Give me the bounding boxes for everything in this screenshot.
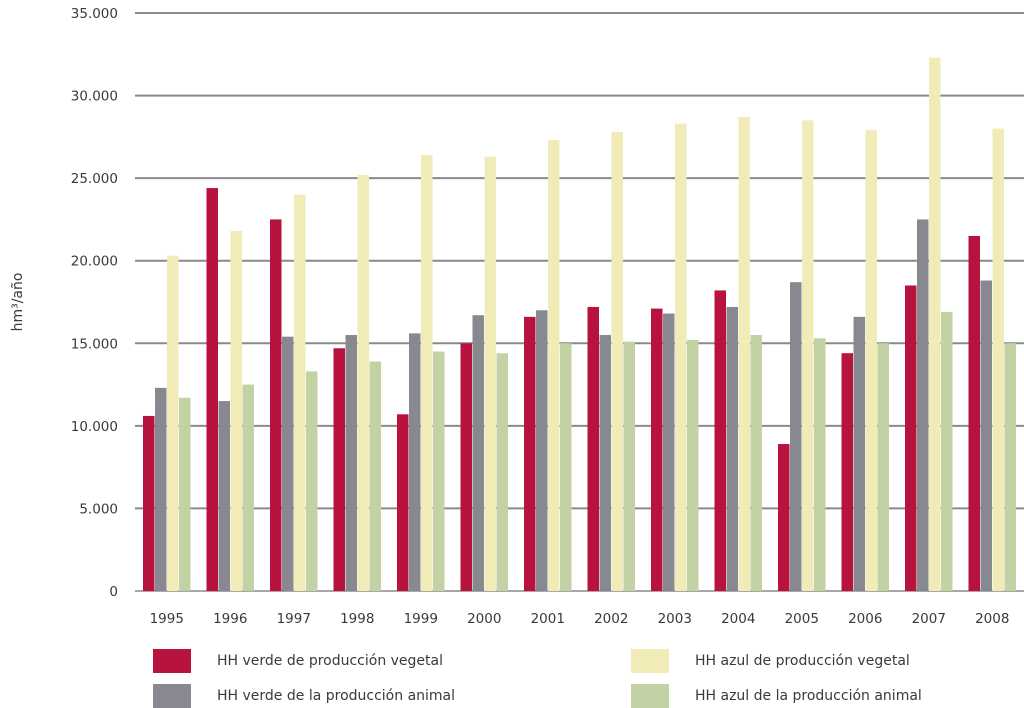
x-tick-label: 2005 xyxy=(785,611,819,627)
bar xyxy=(270,219,282,591)
bar xyxy=(877,343,889,591)
bar xyxy=(472,315,484,591)
y-axis-ticks: 0 5.000 10.000 15.000 20.000 25.000 30.000 35.0… xyxy=(71,6,118,600)
bar xyxy=(802,120,814,591)
bar xyxy=(496,353,508,591)
bar xyxy=(206,188,218,591)
bar xyxy=(929,57,941,592)
bar xyxy=(143,415,155,591)
bar xyxy=(179,397,191,591)
bar xyxy=(460,343,472,591)
x-tick-label: 2001 xyxy=(531,611,565,627)
bar xyxy=(738,117,750,591)
bar xyxy=(814,338,826,591)
bar xyxy=(611,131,623,591)
bar xyxy=(980,280,992,591)
bar xyxy=(865,130,877,591)
bar xyxy=(345,335,357,591)
x-tick-label: 2007 xyxy=(912,611,946,627)
bar xyxy=(230,230,242,591)
bar xyxy=(587,306,599,591)
bar xyxy=(841,353,853,591)
bar xyxy=(968,235,980,591)
y-tick-label: 35.000 xyxy=(71,6,118,22)
x-tick-label: 1997 xyxy=(277,611,311,627)
bar xyxy=(623,341,635,591)
bar xyxy=(992,128,1004,591)
bar xyxy=(357,174,369,591)
bar xyxy=(409,333,421,591)
bar xyxy=(242,384,254,591)
y-tick-label: 15.000 xyxy=(71,336,118,352)
x-tick-label: 2004 xyxy=(721,611,755,627)
bar xyxy=(369,361,381,591)
bar xyxy=(651,308,663,591)
y-tick-label: 25.000 xyxy=(71,171,118,187)
bar xyxy=(155,387,167,591)
gridlines xyxy=(135,12,1024,592)
bar xyxy=(294,194,306,591)
bar xyxy=(167,255,179,591)
bar xyxy=(663,313,675,591)
bars xyxy=(143,57,1016,592)
bar xyxy=(218,401,230,591)
bar xyxy=(687,339,699,591)
x-tick-label: 2008 xyxy=(975,611,1009,627)
bar xyxy=(853,316,865,591)
bar xyxy=(714,290,726,591)
bar xyxy=(433,351,445,591)
bar xyxy=(333,348,345,591)
bar xyxy=(548,140,560,591)
bar xyxy=(917,219,929,591)
bar xyxy=(1004,343,1016,591)
bar xyxy=(726,306,738,591)
x-tick-label: 1998 xyxy=(340,611,374,627)
y-tick-label: 5.000 xyxy=(79,501,118,517)
y-tick-label: 0 xyxy=(109,584,118,600)
y-tick-label: 30.000 xyxy=(71,89,118,105)
x-tick-label: 2003 xyxy=(658,611,692,627)
bar xyxy=(905,285,917,591)
x-tick-label: 1995 xyxy=(150,611,184,627)
x-axis-ticks: 1995 1996 1997 1998 1999 2000 2001 2002 2003 2004… xyxy=(150,611,1010,627)
y-tick-label: 20.000 xyxy=(71,254,118,270)
bar xyxy=(675,123,687,591)
bar xyxy=(306,371,318,591)
bar xyxy=(560,343,572,591)
bar xyxy=(599,335,611,591)
bar xyxy=(790,282,802,591)
bar xyxy=(282,336,294,591)
x-tick-label: 2006 xyxy=(848,611,882,627)
bar xyxy=(524,316,536,591)
bar xyxy=(536,310,548,591)
y-tick-label: 10.000 xyxy=(71,419,118,435)
bar xyxy=(750,335,762,591)
bar xyxy=(397,414,409,591)
x-tick-label: 1996 xyxy=(213,611,247,627)
bar xyxy=(778,444,790,591)
x-tick-label: 2000 xyxy=(467,611,501,627)
x-tick-label: 1999 xyxy=(404,611,438,627)
x-tick-label: 2002 xyxy=(594,611,628,627)
bar xyxy=(421,155,433,591)
bar xyxy=(941,311,953,591)
y-axis-label: hm³/año xyxy=(10,273,26,332)
bar xyxy=(484,156,496,591)
